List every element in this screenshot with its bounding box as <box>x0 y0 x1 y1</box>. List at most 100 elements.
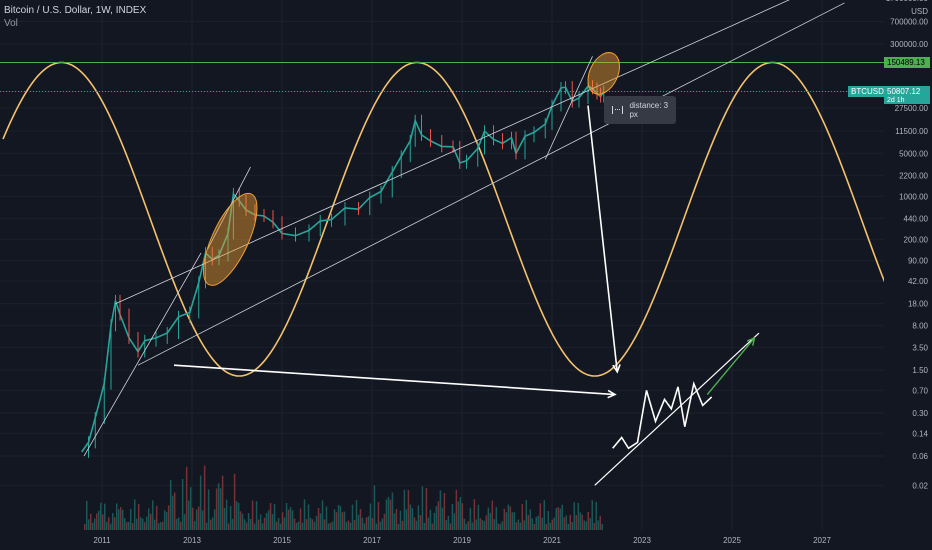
x-tick-label: 2015 <box>273 536 291 545</box>
distance-tooltip: distance: 3 px <box>604 96 676 124</box>
volume-bar <box>331 521 334 530</box>
level-price-tag: 150489.13 <box>884 57 930 68</box>
volume-bar <box>329 522 332 530</box>
volume-bar <box>423 522 426 530</box>
y-tick-label: 700000.00 <box>890 17 928 26</box>
volume-bar <box>217 483 220 530</box>
volume-bar <box>529 509 532 530</box>
y-tick-label: 1000.00 <box>899 192 928 201</box>
volume-bar <box>193 521 196 530</box>
channel-lower-line <box>137 2 845 366</box>
highlight-ellipse <box>203 192 258 286</box>
y-tick-label: 440.00 <box>904 214 929 223</box>
volume-bar <box>237 502 240 530</box>
volume-bar <box>507 504 510 530</box>
volume-bar <box>241 513 244 530</box>
volume-bar <box>551 519 554 530</box>
volume-bar <box>211 517 214 530</box>
volume-bar <box>411 508 414 530</box>
volume-bar <box>127 521 130 530</box>
volume-bar <box>415 520 418 530</box>
y-tick-label: 8.00 <box>912 321 928 330</box>
projection-arrow-green <box>706 337 756 395</box>
volume-bar <box>599 515 601 530</box>
bar-countdown: 2d 1h <box>887 97 905 104</box>
volume-bar <box>307 504 310 530</box>
volume-bar <box>303 499 306 530</box>
volume-bar <box>369 503 372 530</box>
volume-bar <box>311 519 314 530</box>
sine-cycle-line <box>2 61 895 377</box>
volume-bar <box>141 518 144 530</box>
projection-arrow-down-head <box>612 364 621 374</box>
x-tick-label: 2019 <box>453 536 471 545</box>
chart-title: Bitcoin / U.S. Dollar, 1W, INDEX <box>4 5 147 16</box>
volume-bar <box>435 506 438 530</box>
volume-bar <box>569 514 572 530</box>
volume-bar <box>491 500 494 530</box>
volume-bar <box>243 519 246 530</box>
volume-bar <box>219 488 222 530</box>
volume-bar <box>145 516 148 530</box>
volume-bar <box>433 512 436 530</box>
volume-bar <box>579 512 582 530</box>
y-tick-label: 0.06 <box>912 452 928 461</box>
volume-label: Vol <box>4 18 18 29</box>
volume-bar <box>113 517 116 530</box>
volume-bar <box>589 518 591 530</box>
volume-bar <box>531 518 534 530</box>
volume-bar <box>387 496 390 530</box>
volume-bar <box>429 509 432 530</box>
volume-bar <box>91 522 94 530</box>
y-tick-label: 1700000.00 <box>886 0 929 3</box>
y-tick-label: 0.70 <box>912 386 928 395</box>
volume-bar <box>587 511 589 530</box>
volume-bar <box>281 512 284 530</box>
volume-bar <box>187 500 190 530</box>
volume-bar <box>315 515 318 530</box>
volume-bar <box>149 513 152 530</box>
trend-line-2013 <box>207 166 251 250</box>
volume-bar <box>407 490 410 530</box>
volume-bar <box>319 513 322 530</box>
volume-bar <box>597 520 599 530</box>
volume-bar <box>175 518 178 530</box>
y-axis-panel <box>884 0 932 550</box>
volume-bar <box>291 510 294 530</box>
volume-bar <box>539 503 542 530</box>
volume-bar <box>179 521 182 530</box>
volume-bar <box>269 502 272 530</box>
volume-bar <box>157 523 160 530</box>
volume-bar <box>451 504 454 530</box>
volume-bar <box>205 522 208 530</box>
volume-bar <box>405 509 408 530</box>
volume-bar <box>481 519 484 530</box>
volume-bar <box>161 521 164 530</box>
y-tick-label: 3.50 <box>912 343 928 352</box>
volume-bar <box>439 490 442 530</box>
volume-bar <box>109 523 112 530</box>
volume-bar <box>591 500 593 530</box>
volume-bar <box>209 519 212 530</box>
volume-bar <box>533 523 536 530</box>
volume-bar <box>259 514 262 530</box>
volume-bar <box>135 518 138 530</box>
volume-bar <box>499 523 502 530</box>
volume-bar <box>403 489 406 530</box>
volume-bar <box>279 523 282 530</box>
volume-bar <box>501 521 504 530</box>
symbol-tag: BTCUSD <box>848 86 887 97</box>
volume-bar <box>495 507 498 530</box>
volume-bar <box>289 507 292 530</box>
volume-bar <box>143 522 146 530</box>
volume-bar <box>469 507 472 530</box>
volume-bar <box>249 518 252 530</box>
y-tick-label: 18.00 <box>908 300 929 309</box>
volume-bar <box>85 500 88 530</box>
volume-bar <box>229 505 232 530</box>
volume-bar <box>341 512 344 530</box>
volume-bar <box>437 501 440 530</box>
x-tick-label: 2013 <box>183 536 201 545</box>
volume-bar <box>555 508 558 530</box>
